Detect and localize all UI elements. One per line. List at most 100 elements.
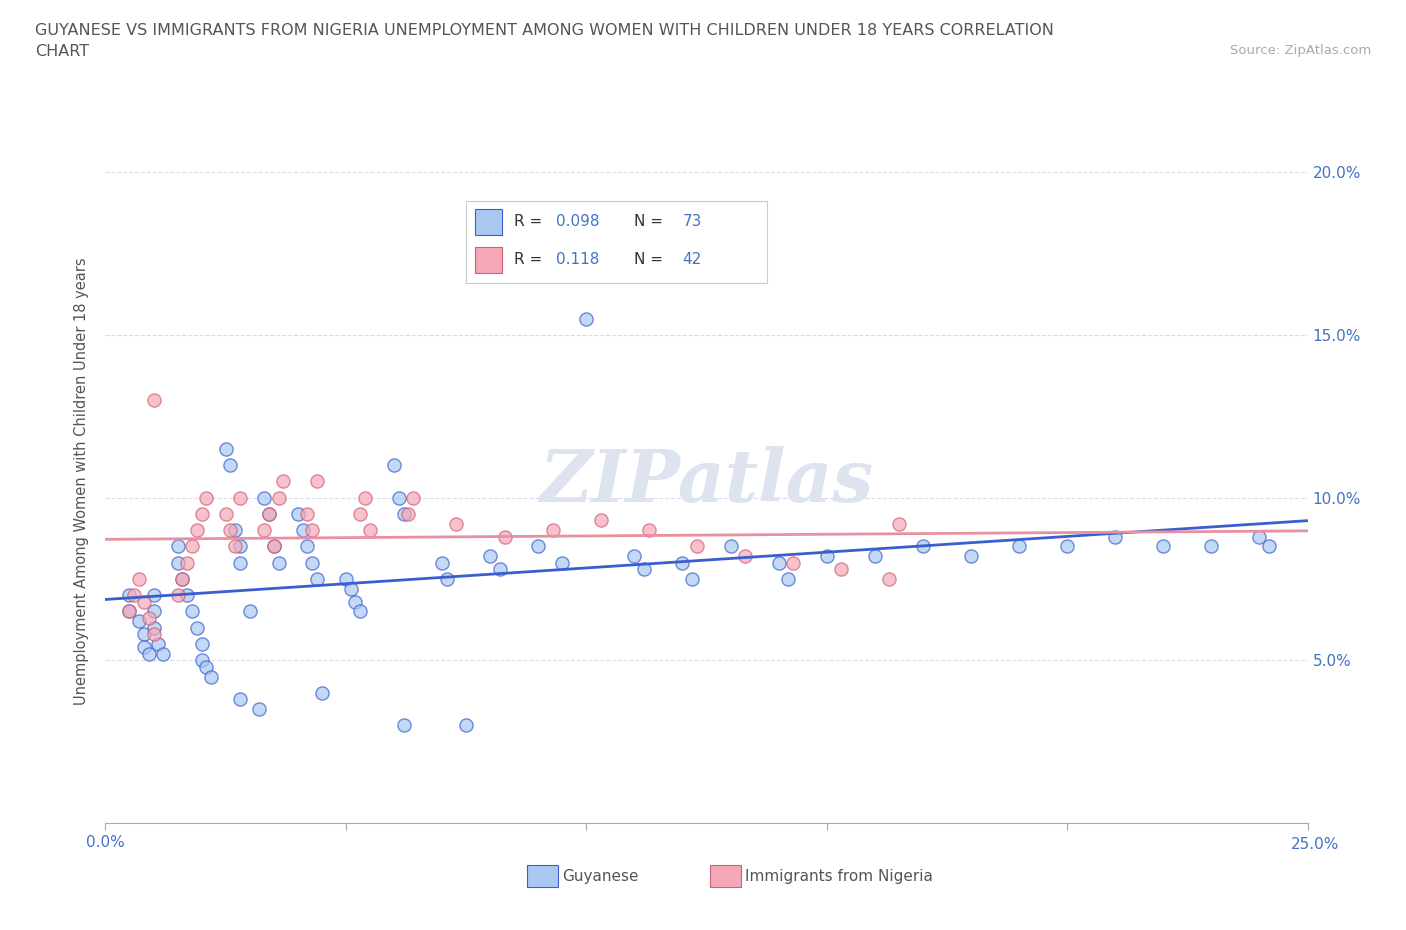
Point (637, 523, 659, 538)
Point (142, 588, 165, 603)
Point (297, 539, 319, 554)
Point (224, 539, 246, 554)
Point (229, 490, 252, 505)
Point (623, 549, 645, 564)
Point (388, 490, 411, 505)
Point (454, 718, 477, 733)
Point (181, 604, 204, 619)
Point (291, 523, 314, 538)
Text: 25.0%: 25.0% (1291, 837, 1339, 852)
Point (132, 594, 155, 609)
Point (172, 572, 194, 587)
Point (1201, 539, 1223, 554)
Point (257, 507, 280, 522)
Point (815, 549, 838, 564)
Point (863, 549, 886, 564)
Point (138, 646, 160, 661)
Point (734, 549, 756, 564)
Point (349, 507, 371, 522)
Point (392, 718, 415, 733)
Point (253, 490, 276, 505)
Point (551, 555, 574, 570)
Point (263, 539, 285, 554)
Point (186, 523, 208, 538)
Point (195, 490, 218, 505)
Point (589, 513, 612, 528)
Text: GUYANESE VS IMMIGRANTS FROM NIGERIA UNEMPLOYMENT AMONG WOMEN WITH CHILDREN UNDER: GUYANESE VS IMMIGRANTS FROM NIGERIA UNEM… (35, 23, 1054, 38)
Point (229, 555, 252, 570)
Point (267, 490, 290, 505)
Point (263, 539, 285, 554)
Point (166, 588, 188, 603)
Text: 0.098: 0.098 (557, 215, 600, 230)
Text: Immigrants from Nigeria: Immigrants from Nigeria (745, 869, 934, 883)
Point (392, 507, 415, 522)
Point (1008, 539, 1031, 554)
Point (186, 620, 208, 635)
Point (118, 588, 141, 603)
Point (297, 507, 319, 522)
Point (195, 659, 218, 674)
Point (494, 529, 516, 544)
Point (311, 685, 333, 700)
Point (479, 549, 502, 564)
Text: 0.118: 0.118 (557, 252, 599, 267)
Point (214, 442, 236, 457)
Point (118, 604, 141, 619)
Point (830, 562, 852, 577)
Point (273, 474, 295, 489)
Point (181, 539, 204, 554)
Point (229, 539, 252, 554)
Point (1056, 539, 1078, 554)
Point (527, 539, 550, 554)
Point (124, 588, 146, 603)
Point (575, 312, 598, 326)
Point (128, 614, 150, 629)
Point (1152, 539, 1174, 554)
Point (305, 572, 328, 587)
Point (359, 523, 381, 538)
Point (138, 611, 160, 626)
Point (132, 627, 155, 642)
Text: CHART: CHART (35, 44, 89, 59)
Point (430, 555, 453, 570)
Bar (475, 209, 502, 235)
Point (1258, 539, 1281, 554)
Point (877, 572, 900, 587)
Point (301, 555, 323, 570)
Text: 73: 73 (682, 215, 702, 230)
Point (142, 392, 165, 407)
Point (911, 539, 934, 554)
Point (960, 549, 983, 564)
Point (354, 490, 377, 505)
Point (219, 458, 242, 472)
Point (782, 555, 804, 570)
Text: Guyanese: Guyanese (562, 869, 638, 883)
Bar (475, 247, 502, 273)
Point (190, 637, 212, 652)
Point (1104, 529, 1126, 544)
Point (887, 516, 910, 531)
Point (778, 572, 800, 587)
Point (671, 555, 693, 570)
Point (339, 581, 361, 596)
Point (200, 670, 222, 684)
Point (257, 507, 280, 522)
Point (344, 594, 367, 609)
Point (176, 555, 198, 570)
Point (166, 555, 188, 570)
Point (686, 539, 709, 554)
Point (253, 523, 276, 538)
Point (166, 539, 188, 554)
Point (214, 507, 236, 522)
Point (152, 646, 174, 661)
Point (132, 640, 155, 655)
Point (382, 458, 405, 472)
Point (720, 539, 742, 554)
Point (402, 490, 425, 505)
Point (396, 507, 419, 522)
Text: Source: ZipAtlas.com: Source: ZipAtlas.com (1230, 44, 1371, 57)
Point (287, 507, 309, 522)
Text: N =: N = (634, 252, 668, 267)
Y-axis label: Unemployment Among Women with Children Under 18 years: Unemployment Among Women with Children U… (75, 258, 90, 705)
